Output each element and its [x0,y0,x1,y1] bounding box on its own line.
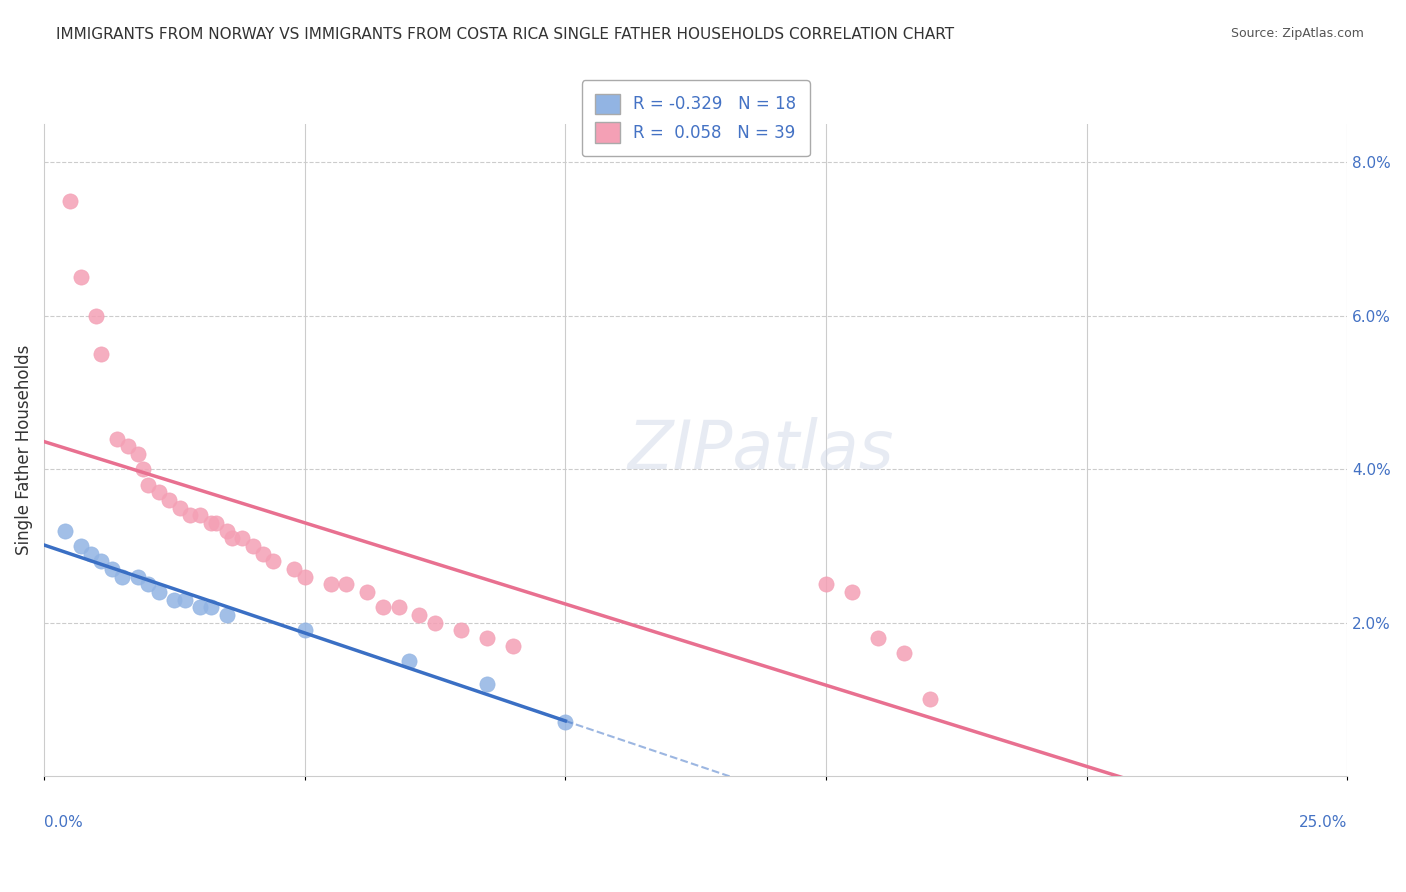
Point [841,585,863,599]
Point [502,639,524,653]
Point [242,539,264,553]
Point [215,608,238,623]
Point [80,547,103,561]
Point [53,524,76,538]
Point [59,194,82,208]
Point [423,615,446,630]
Point [868,631,890,645]
Point [157,493,180,508]
Text: Source: ZipAtlas.com: Source: ZipAtlas.com [1230,27,1364,40]
Text: 25.0%: 25.0% [1299,815,1347,830]
Text: IMMIGRANTS FROM NORWAY VS IMMIGRANTS FROM COSTA RICA SINGLE FATHER HOUSEHOLDS CO: IMMIGRANTS FROM NORWAY VS IMMIGRANTS FRO… [56,27,955,42]
Point [132,462,155,476]
Point [398,654,420,668]
Point [117,439,139,453]
Point [893,647,915,661]
Point [205,516,228,530]
Point [127,570,149,584]
Point [294,570,316,584]
Point [69,270,91,285]
Point [554,715,576,730]
Point [215,524,238,538]
Text: 0.0%: 0.0% [44,815,83,830]
Point [371,600,394,615]
Point [252,547,274,561]
Point [163,592,186,607]
Point [169,500,191,515]
Point [262,554,284,568]
Point [814,577,837,591]
Point [387,600,409,615]
Point [477,677,499,691]
Point [173,592,195,607]
Legend: R = -0.329   N = 18, R =  0.058   N = 39: R = -0.329 N = 18, R = 0.058 N = 39 [582,80,810,156]
Point [127,447,149,461]
Point [335,577,357,591]
Point [200,600,222,615]
Point [408,608,430,623]
Point [84,309,107,323]
Point [477,631,499,645]
Point [319,577,342,591]
Point [920,692,942,706]
Point [200,516,222,530]
Point [190,508,212,523]
Point [148,485,170,500]
Point [111,570,134,584]
Point [190,600,212,615]
Text: ZIPatlas: ZIPatlas [627,417,894,483]
Point [294,624,316,638]
Point [138,577,160,591]
Point [101,562,124,576]
Point [221,532,243,546]
Point [356,585,378,599]
Point [90,347,112,361]
Point [105,432,128,446]
Point [179,508,201,523]
Point [138,477,160,491]
Y-axis label: Single Father Households: Single Father Households [15,345,32,556]
Point [69,539,91,553]
Point [283,562,305,576]
Point [231,532,253,546]
Point [450,624,472,638]
Point [148,585,170,599]
Point [90,554,112,568]
